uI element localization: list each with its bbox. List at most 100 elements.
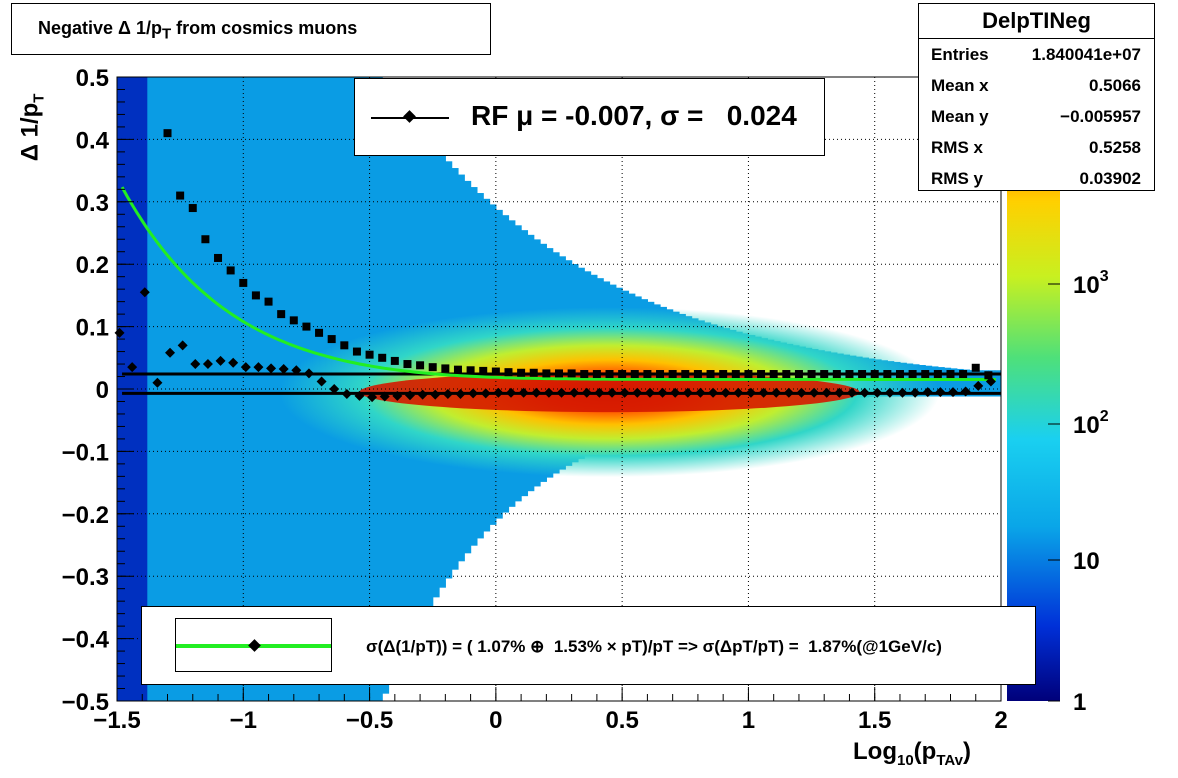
x-tick-label: 2 (994, 707, 1007, 734)
stats-row: Mean y −0.005957 (931, 107, 1141, 126)
profile-point-square (365, 350, 374, 359)
x-tick-label: 1.5 (858, 707, 891, 734)
profile-point-square (807, 370, 816, 379)
heat-column (236, 77, 244, 701)
profile-point-square (555, 369, 563, 378)
stats-row: RMS x 0.5258 (931, 138, 1141, 157)
profile-point-diamond (581, 387, 592, 398)
heat-column (230, 77, 238, 701)
profile-point-square (567, 369, 576, 378)
x-tick-label: −0.5 (346, 707, 393, 734)
heat-column (192, 77, 200, 701)
profile-point-square (529, 368, 538, 377)
stats-box: DelpTINeg Entries 1.840041e+07 Mean x 0.50… (918, 3, 1155, 191)
heat-column (956, 368, 964, 397)
y-tick-label: 0 (96, 377, 109, 404)
profile-point-diamond (821, 387, 832, 398)
profile-point-diamond (543, 387, 554, 398)
heat-column (274, 77, 282, 701)
stats-row: Mean x 0.5066 (931, 76, 1141, 95)
profile-point-square (832, 370, 841, 379)
y-tick-label: 0.4 (76, 127, 110, 154)
heat-column (199, 77, 206, 701)
profile-point-diamond (367, 392, 378, 403)
heat-column (982, 370, 989, 397)
heat-column (243, 77, 251, 701)
profile-point-diamond (834, 387, 845, 398)
profile-point-square (491, 367, 500, 376)
stats-title: DelpTINeg (919, 4, 1154, 39)
profile-point-square (706, 370, 715, 379)
x-tick-label: 0.5 (605, 707, 638, 734)
profile-point-diamond (948, 387, 959, 398)
rf-legend-label: RF μ = -0.007, σ = 0.024 (471, 100, 797, 131)
heat-column (167, 77, 175, 701)
heat-column (148, 77, 156, 701)
title-box: Negative Δ 1/pT from cosmics muons (11, 3, 491, 55)
profile-point-diamond (985, 376, 996, 387)
profile-point-diamond (493, 387, 504, 398)
fit-legend-label: σ(Δ(1/pT)) = ( 1.07% ⊕ 1.53% × pT)/pT =>… (366, 637, 942, 656)
profile-point-diamond (202, 359, 213, 370)
y-tick-label: −0.4 (62, 627, 110, 654)
heat-column (937, 367, 945, 397)
profile-point-diamond (240, 362, 251, 373)
profile-point-square (984, 371, 993, 380)
profile-point-diamond (846, 387, 857, 398)
y-tick-label: 0.5 (76, 65, 109, 92)
profile-point-square (226, 266, 235, 275)
y-tick-label: 0.3 (76, 190, 109, 217)
heat-column (180, 77, 188, 701)
y-tick-label: 0.2 (76, 252, 109, 279)
profile-point-square (618, 370, 627, 379)
profile-point-square (289, 316, 298, 325)
profile-point-square (239, 278, 248, 287)
profile-point-square (378, 353, 387, 362)
profile-point-diamond (404, 390, 415, 401)
profile-point-square (315, 328, 324, 337)
y-axis-title: Δ 1/pT (16, 93, 48, 162)
profile-point-square (820, 370, 829, 379)
profile-point-square (453, 365, 462, 374)
profile-point-diamond (619, 387, 630, 398)
z-tick-label: 10 (1073, 548, 1100, 575)
profile-point-diamond (758, 387, 769, 398)
profile-point-square (794, 370, 803, 379)
fit-legend-marker (248, 639, 261, 652)
profile-point-diamond (607, 387, 618, 398)
profile-point-square (214, 253, 223, 262)
profile-point-square (719, 370, 728, 379)
fit-curve (120, 186, 996, 381)
profile-point-square (668, 370, 677, 379)
profile-point-diamond (720, 387, 731, 398)
profile-point-diamond (303, 368, 314, 379)
profile-point-square (352, 347, 361, 356)
x-tick-label: −1 (230, 707, 257, 734)
profile-point-diamond (973, 380, 984, 391)
profile-point-square (517, 368, 526, 377)
y-tick-label: 0.1 (76, 315, 109, 342)
profile-point-diamond (266, 363, 277, 374)
profile-point-diamond (657, 387, 668, 398)
profile-point-square (883, 370, 892, 379)
profile-point-diamond (127, 362, 138, 373)
heat-column (994, 370, 1001, 397)
profile-point-diamond (430, 389, 441, 400)
profile-point-square (403, 360, 412, 369)
stats-row: Entries 1.840041e+07 (931, 45, 1141, 64)
profile-point-diamond (670, 387, 681, 398)
profile-point-diamond (872, 387, 883, 398)
profile-point-square (643, 370, 652, 379)
profile-point-diamond (278, 364, 289, 375)
profile-point-square (656, 370, 665, 379)
profile-point-square (630, 370, 639, 379)
profile-point-square (845, 370, 854, 379)
profile-point-square (302, 322, 311, 331)
profile-point-square (264, 297, 273, 306)
heat-column (969, 370, 977, 397)
profile-point-diamond (341, 388, 352, 399)
z-tick-label: 102 (1073, 408, 1109, 439)
profile-point-square (605, 370, 614, 379)
profile-point-diamond (884, 387, 895, 398)
heat-column (154, 77, 162, 701)
